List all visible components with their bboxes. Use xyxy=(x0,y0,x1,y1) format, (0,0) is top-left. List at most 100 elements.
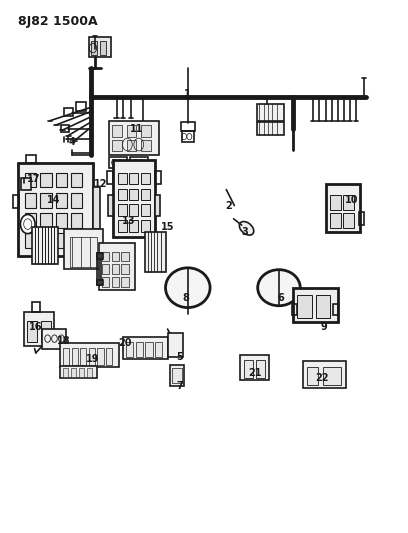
Bar xyxy=(126,342,133,357)
Bar xyxy=(112,125,122,137)
Bar xyxy=(182,131,194,142)
Bar xyxy=(60,366,97,378)
Text: 10: 10 xyxy=(345,195,359,205)
Bar xyxy=(343,196,354,210)
Bar xyxy=(130,157,149,168)
Ellipse shape xyxy=(166,268,210,308)
Bar xyxy=(97,280,103,285)
Bar xyxy=(113,160,155,237)
Bar xyxy=(87,368,92,377)
Bar xyxy=(80,348,86,365)
Ellipse shape xyxy=(239,222,254,235)
Bar xyxy=(172,368,182,383)
Bar xyxy=(62,368,68,377)
Bar xyxy=(40,193,52,208)
Bar xyxy=(118,220,126,232)
Bar xyxy=(181,122,195,131)
Bar xyxy=(102,264,109,274)
Bar xyxy=(60,343,119,367)
Bar xyxy=(257,122,284,135)
Bar xyxy=(71,173,82,188)
Bar xyxy=(55,193,67,208)
Bar xyxy=(27,320,37,342)
Text: 5: 5 xyxy=(176,352,183,361)
Bar xyxy=(126,140,136,151)
Text: 1: 1 xyxy=(184,89,191,99)
Bar xyxy=(72,348,78,365)
Text: 8: 8 xyxy=(182,293,189,303)
Bar xyxy=(93,187,100,229)
Bar xyxy=(71,193,82,208)
Text: 12: 12 xyxy=(94,179,107,189)
Text: 2: 2 xyxy=(225,200,232,211)
Bar xyxy=(326,184,360,232)
Bar xyxy=(155,171,162,184)
Bar xyxy=(71,213,82,228)
Bar xyxy=(141,189,150,200)
Bar xyxy=(25,193,36,208)
Bar xyxy=(145,232,166,272)
Bar xyxy=(108,195,113,216)
Bar xyxy=(64,229,103,269)
Bar xyxy=(293,288,338,322)
Text: 20: 20 xyxy=(118,338,132,349)
Bar xyxy=(102,252,109,261)
Bar xyxy=(42,328,66,349)
Bar xyxy=(24,312,54,346)
Bar xyxy=(55,233,67,248)
Bar xyxy=(330,214,341,228)
Bar xyxy=(25,213,36,228)
Bar xyxy=(89,348,95,365)
Bar xyxy=(109,157,127,168)
Bar xyxy=(18,163,93,256)
Bar xyxy=(316,295,330,318)
Circle shape xyxy=(20,215,35,233)
Bar xyxy=(141,140,151,151)
Bar xyxy=(26,155,36,163)
Bar xyxy=(63,348,69,365)
Bar xyxy=(168,333,183,357)
Bar xyxy=(135,342,143,357)
Bar xyxy=(109,120,160,155)
Bar xyxy=(343,214,354,228)
Bar xyxy=(112,252,119,261)
Bar xyxy=(129,173,138,184)
Bar xyxy=(141,173,150,184)
Bar xyxy=(98,348,104,365)
Bar xyxy=(97,253,101,285)
Text: 17: 17 xyxy=(27,174,40,184)
Bar xyxy=(89,37,111,57)
Bar xyxy=(118,189,126,200)
Bar xyxy=(40,233,52,248)
Bar xyxy=(100,41,106,55)
Text: 21: 21 xyxy=(248,368,262,377)
Bar xyxy=(129,189,138,200)
Bar xyxy=(102,277,109,287)
Bar xyxy=(293,304,297,316)
Bar xyxy=(71,233,82,248)
Text: 7: 7 xyxy=(176,381,183,391)
Bar xyxy=(112,140,122,151)
Bar xyxy=(141,125,151,137)
Bar xyxy=(121,277,129,287)
Bar xyxy=(141,205,150,216)
Bar xyxy=(333,304,338,316)
Bar xyxy=(55,213,67,228)
Bar xyxy=(155,342,162,357)
Bar xyxy=(107,171,113,184)
Bar xyxy=(155,195,160,216)
Bar xyxy=(121,264,129,274)
Bar xyxy=(256,360,265,378)
Bar xyxy=(359,212,364,225)
Bar xyxy=(40,213,52,228)
Bar xyxy=(141,220,150,232)
Bar xyxy=(99,243,135,290)
Bar xyxy=(126,125,136,137)
Bar xyxy=(240,355,269,381)
Text: 6: 6 xyxy=(277,293,284,303)
Text: 15: 15 xyxy=(161,222,174,232)
Bar xyxy=(112,264,119,274)
Bar xyxy=(123,337,168,359)
Text: 8J82 1500A: 8J82 1500A xyxy=(18,14,97,28)
Bar xyxy=(257,104,284,120)
